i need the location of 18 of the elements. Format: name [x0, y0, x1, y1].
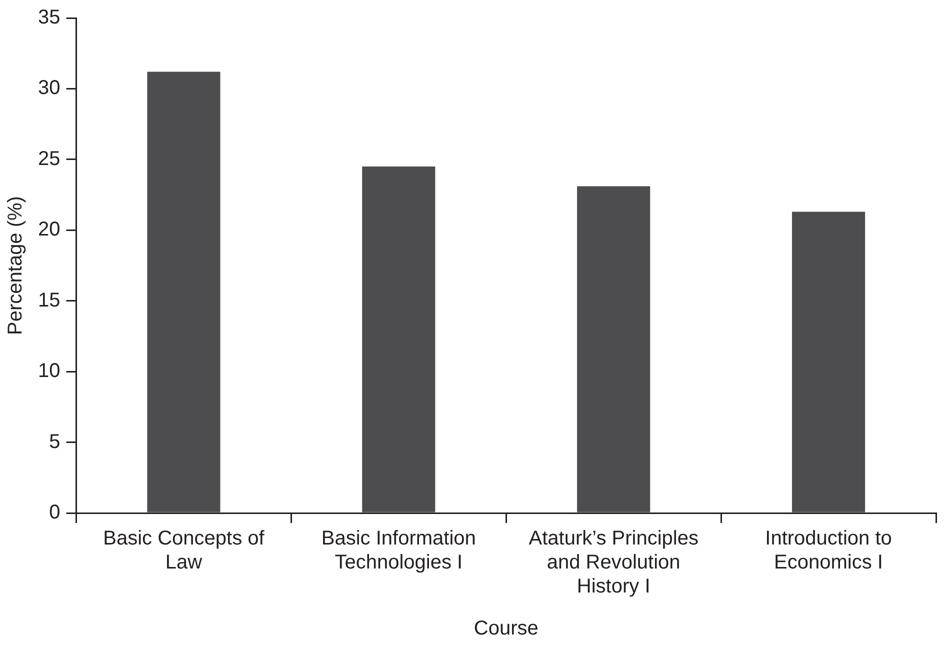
y-tick-label: 30	[38, 77, 60, 100]
y-tick-label: 5	[49, 430, 60, 453]
y-tick-label: 35	[38, 6, 60, 29]
y-tick-label: 15	[38, 289, 60, 312]
y-tick-label: 10	[38, 360, 60, 382]
y-tick-label: 20	[38, 218, 60, 241]
y-tick-label: 25	[38, 148, 60, 170]
x-axis-title: Course	[474, 618, 538, 640]
x-tick-label: Basic Information Technologies I	[321, 528, 476, 574]
bar	[792, 212, 866, 512]
bar	[577, 186, 650, 512]
bar	[362, 166, 436, 512]
y-axis-title: Percentage (%)	[4, 196, 27, 335]
x-tick-label: Ataturk’s Principles and Revolution History I	[528, 528, 698, 598]
x-tick-label: Introduction to Economics I	[765, 528, 892, 574]
y-tick-label: 0	[49, 502, 60, 524]
x-tick-label: Basic Concepts of Law	[103, 528, 265, 574]
bar	[147, 72, 220, 512]
